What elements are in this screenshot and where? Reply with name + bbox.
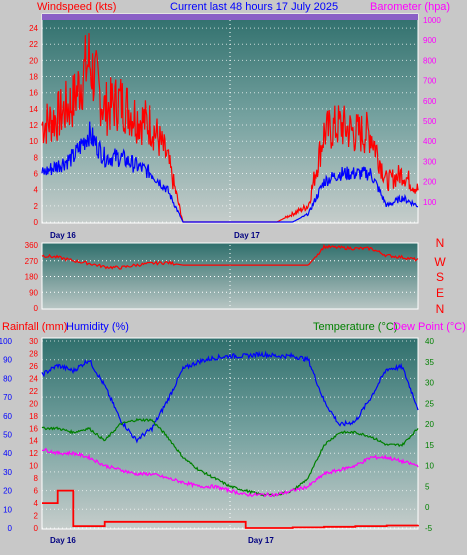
compass-2: S bbox=[436, 270, 444, 284]
wind-axis-title: Windspeed (kts) bbox=[37, 1, 116, 13]
humidity-axis-title: Humidity (%) bbox=[66, 321, 129, 333]
direction-tick-label: 90 bbox=[29, 288, 38, 297]
wind-tick-label: 10 bbox=[29, 137, 38, 146]
temperature-tick-label: -5 bbox=[425, 524, 433, 533]
rainfall-tick-label: 4 bbox=[34, 499, 39, 508]
rainfall-tick-label: 10 bbox=[29, 462, 38, 471]
rainfall-tick-label: 18 bbox=[29, 412, 38, 421]
wind-day-label-1: Day 16 bbox=[50, 231, 76, 240]
temperature-tick-label: 5 bbox=[425, 482, 430, 491]
temperature-tick-label: 25 bbox=[425, 399, 434, 408]
wind-tick-label: 22 bbox=[29, 40, 38, 49]
rainfall-tick-label: 8 bbox=[34, 474, 39, 483]
barometer-tick-label: 700 bbox=[423, 77, 437, 86]
rainfall-line bbox=[42, 489, 419, 529]
humidity-tick-label: 90 bbox=[3, 356, 12, 365]
barometer-tick-label: 300 bbox=[423, 157, 437, 166]
barometer-tick-label: 100 bbox=[423, 198, 437, 207]
wind-tick-label: 24 bbox=[29, 24, 38, 33]
rainfall-tick-label: 20 bbox=[29, 399, 38, 408]
temperature-tick-label: 30 bbox=[425, 379, 434, 388]
humidity-tick-label: 20 bbox=[3, 487, 12, 496]
humidity-tick-label: 0 bbox=[8, 524, 13, 533]
barometer-tick-label: 200 bbox=[423, 178, 437, 187]
wind-tick-label: 2 bbox=[34, 202, 39, 211]
temperature-tick-label: 20 bbox=[425, 420, 434, 429]
direction-tick-label: 360 bbox=[25, 241, 39, 250]
rainfall-tick-label: 24 bbox=[29, 374, 38, 383]
rainfall-tick-label: 30 bbox=[29, 337, 38, 346]
humidity-tick-label: 60 bbox=[3, 412, 12, 421]
rainfall-tick-label: 28 bbox=[29, 349, 38, 358]
humidity-tick-label: 80 bbox=[3, 374, 12, 383]
humidity-tick-label: 30 bbox=[3, 468, 12, 477]
humidity-line bbox=[41, 350, 419, 444]
temperature-axis-title: Temperature (°C) bbox=[313, 321, 397, 333]
wind-tick-label: 16 bbox=[29, 89, 38, 98]
rainfall-tick-label: 14 bbox=[29, 437, 38, 446]
wind-tick-label: 6 bbox=[34, 170, 39, 179]
wind-tick-label: 8 bbox=[34, 153, 39, 162]
barometer-tick-label: 500 bbox=[423, 117, 437, 126]
wind-tick-label: 12 bbox=[29, 121, 38, 130]
barometer-tick-label: 1000 bbox=[423, 16, 441, 25]
direction-ticks: 360 270 180 90 0 bbox=[25, 241, 39, 313]
temperature-tick-label: 35 bbox=[425, 358, 434, 367]
humidity-tick-label: 10 bbox=[3, 505, 12, 514]
compass-3: E bbox=[436, 286, 444, 300]
humidity-tick-label: 100 bbox=[0, 337, 13, 346]
temperature-line bbox=[41, 417, 419, 497]
barometer-ticks: 1000 900 800 700 600 500 400 300 200 100 bbox=[423, 16, 441, 207]
compass-0: N bbox=[436, 236, 445, 250]
temperature-tick-label: 0 bbox=[425, 503, 430, 512]
temperature-tick-label: 10 bbox=[425, 462, 434, 471]
dew-point-axis-title: Dew Point (°C) bbox=[393, 321, 466, 333]
temperature-tick-label: 15 bbox=[425, 441, 434, 450]
direction-grid bbox=[42, 245, 418, 308]
temperature-ticks: 40 35 30 25 20 15 10 5 0 -5 bbox=[425, 337, 434, 533]
barometer-axis-title: Barometer (hpa) bbox=[370, 1, 450, 13]
wind-tick-label: 4 bbox=[34, 186, 39, 195]
chart-title: Current last 48 hours 17 July 2025 bbox=[170, 1, 338, 13]
rainfall-tick-label: 22 bbox=[29, 387, 38, 396]
humidity-tick-label: 70 bbox=[3, 393, 12, 402]
barometer-tick-label: 900 bbox=[423, 36, 437, 45]
temperature-tick-label: 40 bbox=[425, 337, 434, 346]
barometer-tick-label: 400 bbox=[423, 137, 437, 146]
humidity-tick-label: 40 bbox=[3, 449, 12, 458]
climate-day-label-2: Day 17 bbox=[248, 536, 274, 545]
direction-tick-label: 180 bbox=[25, 273, 39, 282]
rainfall-tick-label: 12 bbox=[29, 449, 38, 458]
dew-point-line bbox=[42, 447, 419, 498]
wind-tick-label: 14 bbox=[29, 105, 38, 114]
barometer-tick-label: 600 bbox=[423, 97, 437, 106]
wind-direction-line bbox=[41, 243, 419, 270]
wind-day-label-2: Day 17 bbox=[234, 231, 260, 240]
rainfall-axis-title: Rainfall (mm) bbox=[2, 321, 67, 333]
direction-tick-label: 270 bbox=[25, 257, 39, 266]
barometer-band bbox=[42, 14, 418, 20]
humidity-tick-label: 50 bbox=[3, 431, 12, 440]
rainfall-tick-label: 0 bbox=[34, 524, 39, 533]
wind-tick-label: 0 bbox=[34, 218, 39, 227]
wind-average-line bbox=[41, 121, 419, 223]
barometer-tick-label: 800 bbox=[423, 56, 437, 65]
rainfall-tick-label: 6 bbox=[34, 487, 39, 496]
rainfall-tick-label: 16 bbox=[29, 424, 38, 433]
climate-day-label-1: Day 16 bbox=[50, 536, 76, 545]
direction-tick-label: 0 bbox=[34, 304, 39, 313]
rainfall-tick-label: 2 bbox=[34, 512, 39, 521]
wind-tick-label: 20 bbox=[29, 56, 38, 65]
compass-1: W bbox=[434, 255, 446, 269]
compass-4: N bbox=[436, 302, 445, 316]
wind-tick-label: 18 bbox=[29, 73, 38, 82]
rainfall-tick-label: 26 bbox=[29, 362, 38, 371]
